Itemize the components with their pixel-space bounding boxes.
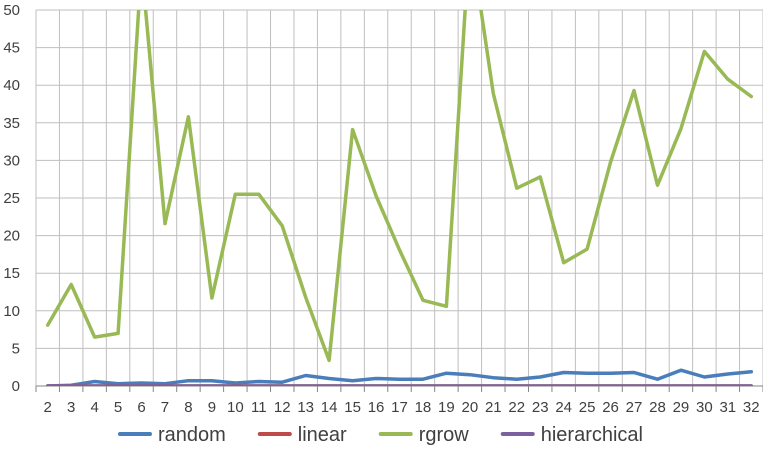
y-tick-label: 5 xyxy=(12,340,20,357)
x-tick-label: 29 xyxy=(673,399,690,416)
x-tick-label: 26 xyxy=(602,399,619,416)
y-tick-label: 10 xyxy=(3,303,20,320)
series-line-rgrow xyxy=(45,10,754,363)
x-tick-label: 18 xyxy=(415,399,432,416)
x-tick-label: 14 xyxy=(321,399,338,416)
x-tick-label: 31 xyxy=(719,399,736,416)
legend-label-hierarchical: hierarchical xyxy=(541,424,643,446)
x-tick-label: 6 xyxy=(137,399,145,416)
x-tick-label: 2 xyxy=(44,399,52,416)
y-tick-label: 40 xyxy=(3,77,20,94)
x-tick-label: 21 xyxy=(485,399,502,416)
x-tick-label: 19 xyxy=(438,399,455,416)
y-tick-label: 35 xyxy=(3,115,20,132)
x-tick-label: 25 xyxy=(579,399,596,416)
y-tick-label: 15 xyxy=(3,265,20,282)
x-tick-label: 30 xyxy=(696,399,713,416)
x-tick-label: 3 xyxy=(67,399,75,416)
x-tick-label: 27 xyxy=(626,399,643,416)
y-tick-labels: 0 5 10 15 20 25 30 35 40 45 50 xyxy=(3,2,20,395)
series-line-random xyxy=(45,368,754,386)
series-layer xyxy=(45,10,754,386)
y-tick-label: 50 xyxy=(3,2,20,19)
grid xyxy=(35,9,763,386)
x-tick-label: 9 xyxy=(208,399,216,416)
legend-label-random: random xyxy=(158,424,226,446)
x-tick-labels: 2 3 4 5 6 7 8 9 10 11 12 13 14 15 16 17 18 19 20 21 22 23 24 25… xyxy=(44,399,760,416)
x-tick-label: 24 xyxy=(555,399,572,416)
x-tick-label: 23 xyxy=(532,399,549,416)
x-tick-label: 4 xyxy=(90,399,98,416)
x-tick-label: 16 xyxy=(368,399,385,416)
legend-label-rgrow: rgrow xyxy=(419,424,470,446)
y-tick-label: 20 xyxy=(3,228,20,245)
axes xyxy=(35,385,763,392)
x-tick-label: 15 xyxy=(344,399,361,416)
y-tick-label: 45 xyxy=(3,40,20,57)
x-tick-label: 7 xyxy=(161,399,169,416)
x-tick-label: 13 xyxy=(297,399,314,416)
x-tick-label: 17 xyxy=(391,399,408,416)
y-tick-label: 0 xyxy=(12,378,20,395)
y-tick-label: 25 xyxy=(3,190,20,207)
y-tick-label: 30 xyxy=(3,152,20,169)
x-tick-label: 11 xyxy=(251,399,267,416)
x-tick-label: 8 xyxy=(184,399,192,416)
x-tick-label: 28 xyxy=(649,399,666,416)
x-tick-label: 10 xyxy=(227,399,244,416)
x-tick-label: 5 xyxy=(114,399,122,416)
x-tick-label: 20 xyxy=(462,399,479,416)
x-tick-label: 32 xyxy=(743,399,760,416)
x-tick-label: 12 xyxy=(274,399,291,416)
legend: random linear rgrow hierarchical xyxy=(117,424,643,446)
x-tick-label: 22 xyxy=(508,399,525,416)
legend-label-linear: linear xyxy=(298,424,347,446)
